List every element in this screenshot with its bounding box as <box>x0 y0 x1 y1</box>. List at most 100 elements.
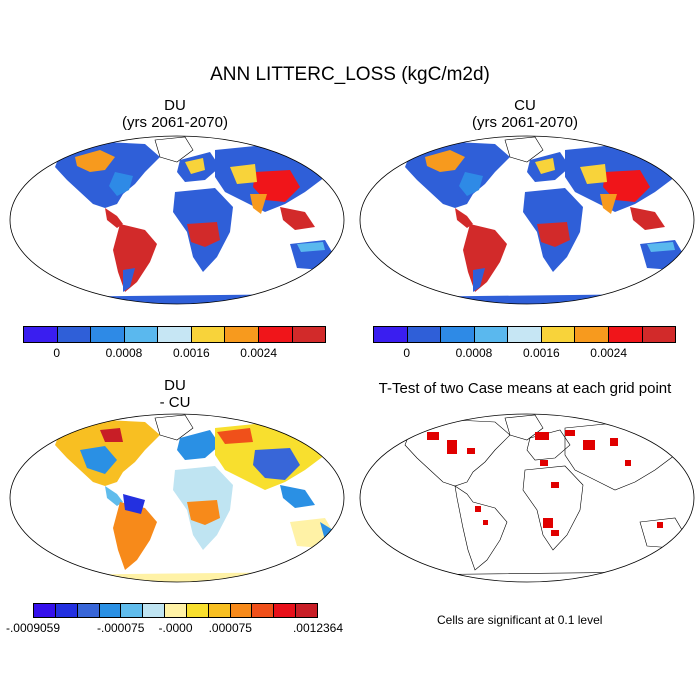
africa-tropics <box>187 222 220 247</box>
colorbar-swatch <box>274 604 297 617</box>
central-america <box>455 208 473 228</box>
europe-outline <box>526 429 571 461</box>
sig-cell <box>535 432 549 440</box>
southeast-asia <box>630 207 665 230</box>
colorbar-swatch <box>191 327 226 342</box>
colorbar-cu <box>373 326 676 343</box>
colorbar-swatch <box>165 604 187 617</box>
south-america-south <box>473 268 485 292</box>
panel-diff-title: DU - CU <box>75 377 275 411</box>
panel-ttest-title-line1: T-Test of two Case means at each grid po… <box>378 380 672 397</box>
colorbar-swatch <box>642 327 676 342</box>
colorbar-swatch <box>296 604 317 617</box>
europe-warm <box>185 158 205 174</box>
colorbar-swatch <box>124 327 159 342</box>
colorbar-du <box>23 326 326 343</box>
sig-cell <box>475 506 481 512</box>
southeast-asia <box>280 485 315 508</box>
colorbar-swatch <box>225 327 259 342</box>
colorbar-tick-label: 0.0024 <box>590 346 628 360</box>
greenland <box>504 136 544 163</box>
colorbar-swatch <box>34 604 56 617</box>
colorbar-tick-label: 0 <box>53 346 60 360</box>
continent-europe <box>177 430 220 460</box>
colorbar-swatch <box>608 327 643 342</box>
sig-cell <box>565 430 575 436</box>
colorbar-swatch <box>91 327 125 342</box>
asia-cool <box>253 448 300 480</box>
greenland <box>154 414 194 441</box>
colorbar-cu-ticks: 0 0.0008 0.0016 0.0024 <box>373 346 676 362</box>
colorbar-swatch <box>474 327 509 342</box>
asia-warm <box>217 428 253 444</box>
north-america-dark <box>100 428 123 442</box>
significance-cells <box>427 430 663 536</box>
colorbar-swatch <box>441 327 475 342</box>
colorbar-swatch <box>143 604 166 617</box>
australia-north <box>647 242 675 252</box>
map-cu <box>359 135 695 305</box>
panel-ttest-title: T-Test of two Case means at each grid po… <box>355 380 695 397</box>
colorbar-tick-label: 0.0024 <box>240 346 278 360</box>
north-america-cool <box>80 446 117 474</box>
asia-outline <box>564 419 686 491</box>
colorbar-tick-label: -.0000 <box>158 621 193 635</box>
ttest-note: Cells are significant at 0.1 level <box>437 613 603 627</box>
panel-du-title-line2: (yrs 2061-2070) <box>122 114 228 131</box>
colorbar-diff <box>33 603 318 618</box>
sig-cell <box>447 440 457 454</box>
colorbar-tick-label: -.0009059 <box>5 621 61 635</box>
colorbar-swatch <box>77 604 100 617</box>
map-diff <box>9 413 345 583</box>
south-asia <box>250 194 267 214</box>
colorbar-swatch <box>407 327 442 342</box>
sig-cell <box>551 482 559 488</box>
south-america-outline <box>454 485 508 571</box>
africa-tropics <box>187 500 220 525</box>
colorbar-swatch <box>57 327 92 342</box>
colorbar-swatch <box>258 327 293 342</box>
colorbar-swatch <box>252 604 275 617</box>
asia-central <box>230 164 257 184</box>
antarctica <box>25 294 335 304</box>
africa-tropics <box>537 222 570 247</box>
colorbar-swatch <box>121 604 144 617</box>
sig-cell <box>483 520 488 525</box>
panel-cu-title: CU (yrs 2061-2070) <box>425 97 625 131</box>
australia-east <box>320 522 333 540</box>
colorbar-tick-label: 0.0008 <box>105 346 143 360</box>
sig-cell <box>583 440 595 450</box>
colorbar-swatch <box>541 327 576 342</box>
north-america-east <box>459 172 483 196</box>
south-america-south <box>123 268 135 292</box>
africa-outline <box>522 465 584 551</box>
continent-south-america <box>113 502 157 570</box>
antarctica-outline <box>373 571 686 582</box>
central-america <box>105 208 123 228</box>
continent-north-america <box>55 142 160 208</box>
colorbar-du-ticks: 0 0.0008 0.0016 0.0024 <box>23 346 326 362</box>
continent-south-america <box>113 224 157 292</box>
colorbar-swatch <box>292 327 326 342</box>
sig-cell <box>657 522 663 528</box>
colorbar-tick-label: .0012364 <box>292 621 344 635</box>
colorbar-tick-label: .000075 <box>208 621 252 635</box>
colorbar-swatch <box>158 327 192 342</box>
colorbar-diff-ticks: -.0009059 -.000075 -.0000 .000075 .0012364 <box>6 621 343 637</box>
sig-cell <box>625 460 631 466</box>
colorbar-swatch <box>186 604 209 617</box>
map-du <box>9 135 345 305</box>
central-america <box>105 486 123 506</box>
panel-du-title-line1: DU <box>164 97 186 114</box>
north-america-east <box>109 172 133 196</box>
antarctica <box>25 572 335 582</box>
europe-warm <box>535 158 555 174</box>
antarctica <box>375 294 685 304</box>
asia-central <box>580 164 607 184</box>
sig-cell <box>551 530 559 536</box>
continent-south-america <box>463 224 507 292</box>
panel-diff-title-line2: - CU <box>159 394 191 411</box>
sig-cell <box>427 432 439 440</box>
sig-cell <box>467 448 475 454</box>
sig-cell <box>540 460 548 466</box>
